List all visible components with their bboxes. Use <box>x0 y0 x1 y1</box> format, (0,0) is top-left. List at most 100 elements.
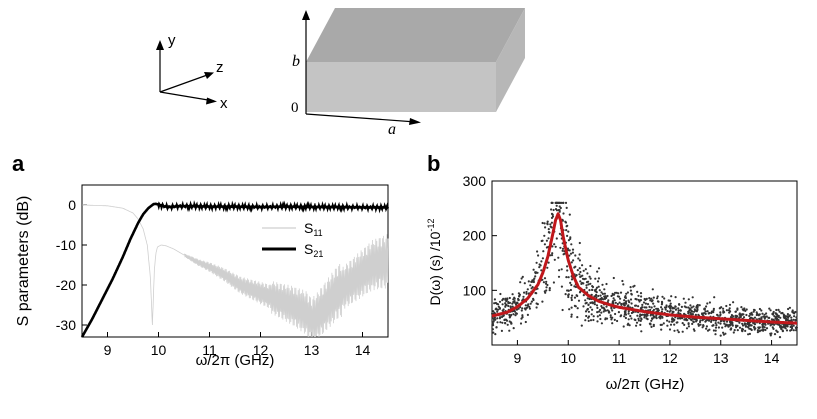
data-point <box>598 314 602 317</box>
data-point <box>684 301 687 304</box>
data-point <box>792 318 795 321</box>
data-point <box>548 231 551 234</box>
data-point <box>653 305 656 308</box>
data-point <box>719 334 722 337</box>
data-point <box>639 292 643 295</box>
data-point <box>722 331 725 334</box>
data-point <box>710 320 713 323</box>
data-point <box>571 248 575 251</box>
data-point <box>584 302 587 305</box>
data-point <box>599 308 602 311</box>
data-point <box>644 302 648 305</box>
data-point <box>557 256 560 259</box>
data-point <box>640 330 643 333</box>
data-point <box>550 201 553 204</box>
data-point <box>535 271 538 274</box>
data-point <box>772 313 775 316</box>
axis-y-letter: y <box>168 32 176 49</box>
data-point <box>728 320 732 323</box>
data-point <box>785 317 788 320</box>
data-point <box>535 261 538 264</box>
data-point <box>763 326 766 329</box>
data-point <box>619 297 622 300</box>
data-point <box>515 308 519 311</box>
data-point <box>609 314 612 317</box>
data-point <box>616 302 619 306</box>
data-point <box>624 295 627 298</box>
panel-b-ytick-label: 200 <box>463 228 487 244</box>
data-point <box>525 292 528 295</box>
data-point <box>614 312 617 316</box>
data-point <box>629 314 632 318</box>
data-point <box>630 317 633 320</box>
data-point <box>728 324 732 327</box>
axis-x-letter: x <box>220 95 228 112</box>
data-point <box>578 241 581 245</box>
data-point <box>587 303 590 306</box>
series-measured-points <box>491 201 798 339</box>
data-point <box>640 314 643 317</box>
data-point <box>501 321 504 324</box>
data-point <box>762 315 765 318</box>
data-point <box>772 318 775 321</box>
data-point <box>507 302 510 305</box>
data-point <box>725 320 729 323</box>
data-point <box>571 294 574 297</box>
data-point <box>553 258 556 261</box>
data-point <box>687 306 690 309</box>
data-point <box>643 306 647 309</box>
data-point <box>570 278 574 281</box>
data-point <box>561 308 564 312</box>
data-point <box>597 277 601 280</box>
panel-b-ylabel: D(ω) (s) /10-12 <box>426 219 443 306</box>
data-point <box>666 324 669 327</box>
data-point <box>660 310 664 313</box>
series-s11-line <box>82 204 389 338</box>
data-point <box>579 275 582 278</box>
data-point <box>697 313 700 316</box>
data-point <box>541 278 544 281</box>
data-point <box>521 275 524 278</box>
data-point <box>660 328 663 331</box>
data-point <box>492 324 495 327</box>
data-point <box>566 269 569 272</box>
data-point <box>567 295 570 299</box>
data-point <box>538 266 541 269</box>
data-point <box>594 277 597 280</box>
panel-b: b 9 10 11 12 13 14 100 200 300 D(ω) (s) /10-12 ω… <box>426 151 798 393</box>
data-point <box>670 295 673 298</box>
data-point <box>705 305 708 308</box>
data-point <box>736 324 739 327</box>
data-point <box>665 306 668 309</box>
data-point <box>753 316 757 319</box>
data-point <box>722 333 726 336</box>
data-point <box>756 312 759 315</box>
data-point <box>590 313 593 316</box>
data-point <box>657 309 660 312</box>
panel-a-xtick-label: 13 <box>304 342 320 358</box>
data-point <box>661 308 664 311</box>
data-point <box>769 334 772 337</box>
data-point <box>756 331 760 334</box>
data-point <box>642 301 646 304</box>
data-point <box>541 300 544 303</box>
legend-s21-label: S21 <box>304 241 323 259</box>
data-point <box>610 318 613 321</box>
data-point <box>625 292 628 295</box>
data-point <box>618 301 621 304</box>
data-point <box>660 323 664 326</box>
data-point <box>528 307 532 310</box>
data-point <box>532 268 535 271</box>
data-point <box>748 332 752 335</box>
data-point <box>681 330 684 333</box>
data-point <box>603 288 606 291</box>
data-point <box>612 297 615 300</box>
data-point <box>686 319 689 322</box>
data-point <box>501 303 504 306</box>
data-point <box>504 318 507 321</box>
data-point <box>708 301 712 304</box>
waveguide-box: b 0 a <box>291 8 525 138</box>
data-point <box>610 294 613 298</box>
data-point <box>703 307 707 310</box>
